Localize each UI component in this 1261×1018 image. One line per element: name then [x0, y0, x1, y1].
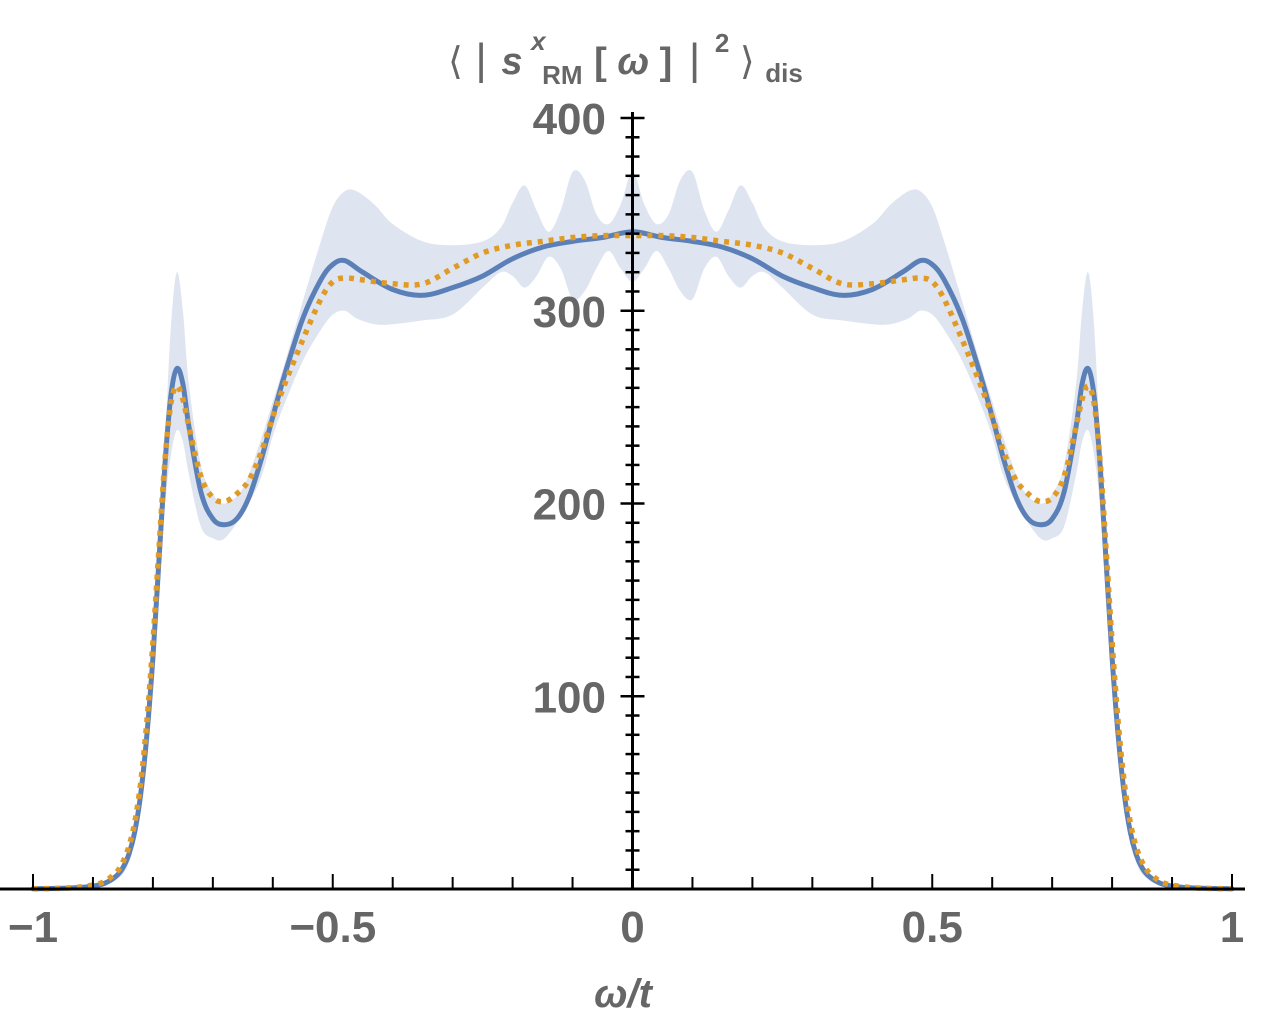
y-title-power: 2 — [715, 28, 729, 58]
y-title-bracket-close: ] — [660, 41, 673, 83]
y-title-close: ⟩ — [740, 41, 755, 83]
y-title-var: s — [501, 41, 522, 83]
series-line-theory — [32, 232, 1233, 892]
y-title-bar-left: | — [475, 35, 486, 84]
x-tick-label: −0.5 — [289, 903, 376, 952]
y-title-open: ⟨ — [448, 41, 463, 83]
y-title-suffix: dis — [765, 58, 803, 88]
y-title-bracket-open: [ — [594, 41, 607, 83]
x-tick-label: 0.5 — [902, 903, 963, 952]
axis-layer: −1 −0.5 0 0.5 1 100 200 300 400 — [0, 95, 1245, 952]
y-tick-label: 400 — [533, 95, 606, 144]
y-tick-label: 100 — [533, 673, 606, 722]
x-tick-label: 1 — [1220, 903, 1244, 952]
y-tick-label: 200 — [533, 481, 606, 530]
y-title-bar-right: | — [689, 35, 700, 84]
x-axis-title: ω/t — [594, 972, 653, 1016]
y-tick-label: 300 — [533, 288, 606, 337]
y-axis-title: ⟨ | s x RM [ ω ] | 2 ⟩ dis — [448, 17, 803, 93]
x-tick-label: 0 — [620, 903, 644, 952]
y-title-sub: RM — [542, 60, 582, 90]
x-tick-label: −1 — [8, 903, 58, 952]
y-title-omega: ω — [617, 41, 649, 83]
y-title-sup: x — [529, 26, 547, 56]
